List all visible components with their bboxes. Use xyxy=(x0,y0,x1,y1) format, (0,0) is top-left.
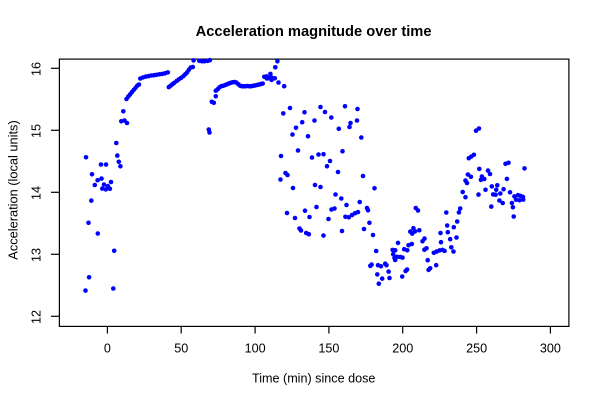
svg-text:0: 0 xyxy=(104,342,111,356)
svg-text:200: 200 xyxy=(392,342,413,356)
svg-text:13: 13 xyxy=(29,248,43,262)
svg-text:100: 100 xyxy=(245,342,266,356)
svg-text:Acceleration magnitude over ti: Acceleration magnitude over time xyxy=(196,24,432,40)
svg-text:150: 150 xyxy=(318,342,339,356)
svg-text:12: 12 xyxy=(29,310,43,324)
svg-text:16: 16 xyxy=(29,62,43,76)
svg-text:250: 250 xyxy=(466,342,487,356)
svg-text:50: 50 xyxy=(174,342,188,356)
svg-text:15: 15 xyxy=(29,124,43,138)
svg-text:Acceleration (local units): Acceleration (local units) xyxy=(6,120,21,259)
svg-text:14: 14 xyxy=(29,186,43,200)
svg-text:Time (min) since dose: Time (min) since dose xyxy=(252,371,375,385)
svg-text:300: 300 xyxy=(540,342,561,356)
